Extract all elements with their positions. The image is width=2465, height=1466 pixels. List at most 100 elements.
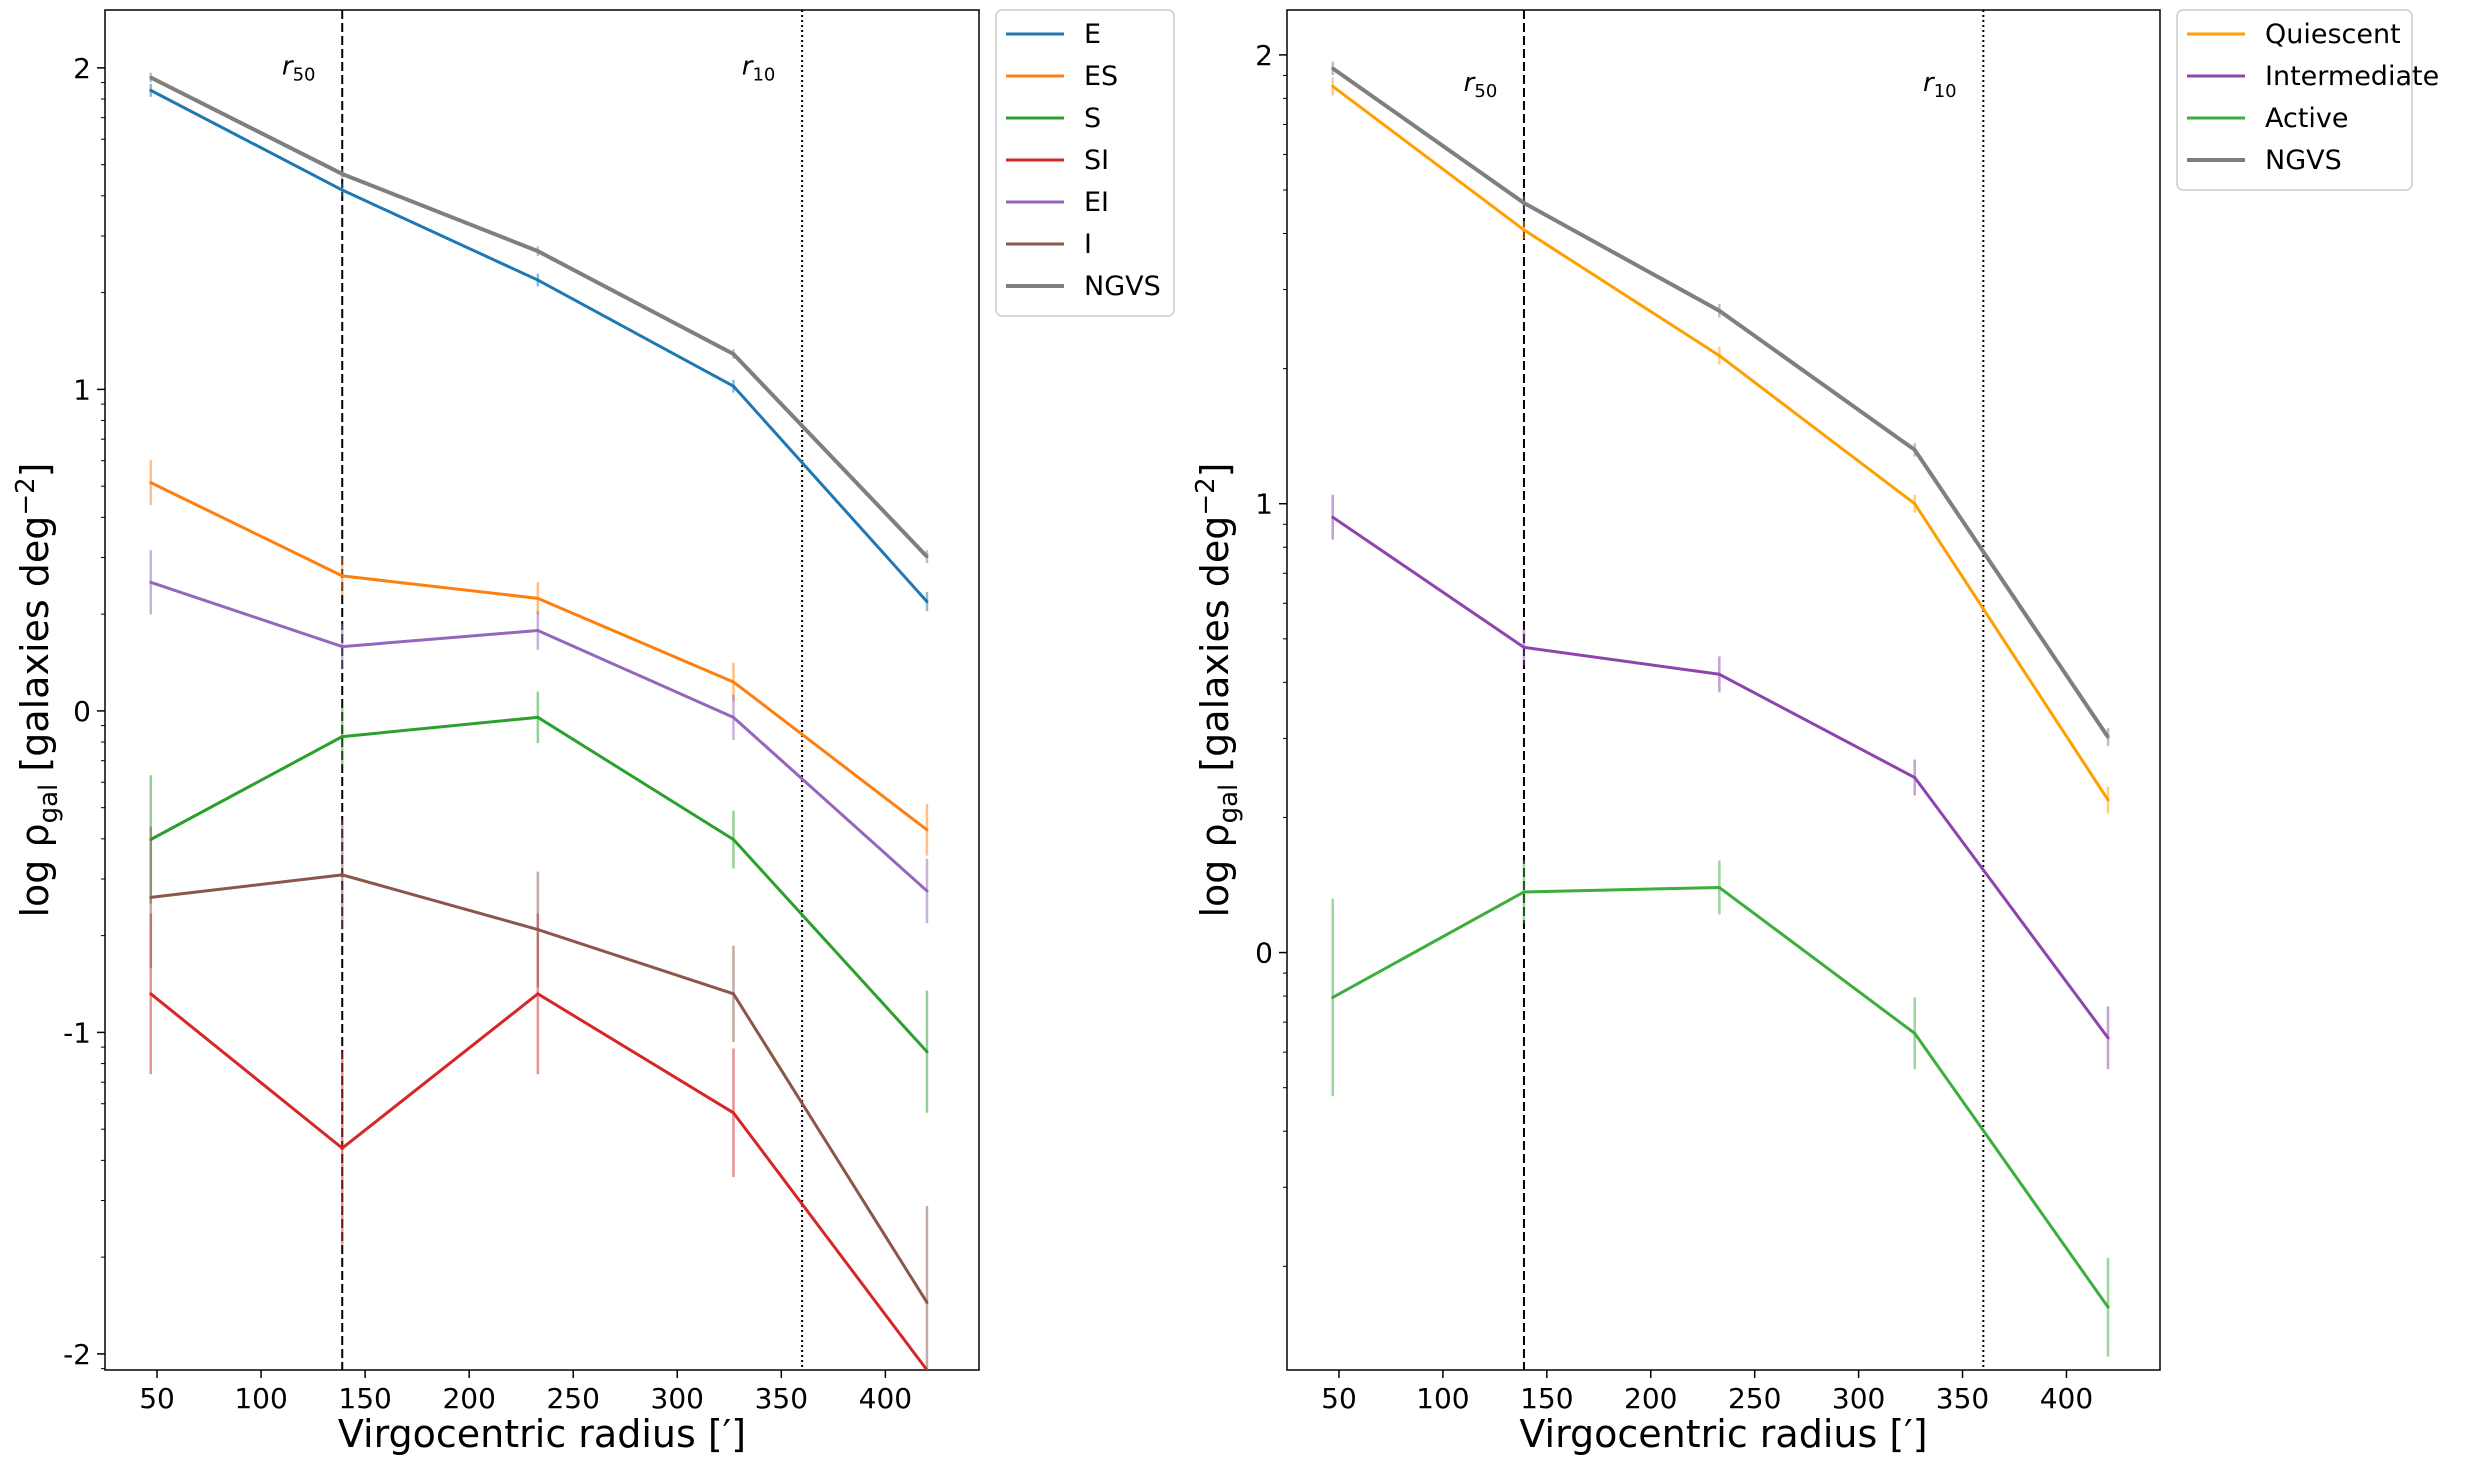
data-point [1717,309,1721,313]
legend-label: NGVS [2265,145,2342,176]
series-ngvs [149,72,929,564]
data-point [536,596,540,600]
legend-label: EI [1084,187,1109,218]
data-point [925,828,929,832]
series-s [149,691,929,1113]
data-point [149,895,153,899]
data-point [536,928,540,932]
data-point [340,574,344,578]
data-point [2106,1305,2110,1309]
data-point [536,715,540,719]
axes-frame [104,9,980,1371]
data-point [149,88,153,92]
x-tick-label: 300 [1832,1382,1885,1415]
data-point [925,889,929,893]
data-point [340,188,344,192]
series-intermediate [1331,494,2110,1070]
data-point [536,278,540,282]
x-tick-label: 150 [1520,1382,1573,1415]
x-tick-label: 250 [546,1382,599,1415]
data-point [731,352,735,356]
data-point [149,992,153,996]
legend: E ES S SI EI I NGVS [995,9,1175,317]
x-tick-label: 150 [338,1382,391,1415]
legend-box [995,9,1175,317]
reference-line-label: r50 [1464,68,1498,102]
data-point [731,1111,735,1115]
data-point [149,76,153,80]
data-point [536,992,540,996]
y-tick-label: -1 [63,1016,91,1049]
x-tick-label: 350 [1936,1382,1989,1415]
data-point [1522,890,1526,894]
data-point [536,249,540,253]
y-tick-label: 1 [1255,488,1273,521]
reference-line-label: r10 [1923,68,1957,102]
data-point [925,555,929,559]
legend-label: ES [1084,61,1118,92]
series-es [149,460,929,856]
legend: Quiescent Intermediate Active NGVS [2176,9,2439,191]
data-point [925,1300,929,1304]
data-point [2106,735,2110,739]
x-tick-label: 350 [755,1382,808,1415]
data-point [1717,885,1721,889]
legend-label: Intermediate [2265,61,2439,92]
data-point [925,600,929,604]
legend-box [2176,9,2413,191]
x-tick-label: 300 [651,1382,704,1415]
y-tick-label: -2 [63,1338,91,1371]
legend-label: S [1084,103,1101,134]
legend-label: E [1084,19,1101,50]
data-point [1913,1031,1917,1035]
data-point [536,629,540,633]
data-point [731,838,735,842]
data-point [731,715,735,719]
x-tick-label: 200 [1624,1382,1677,1415]
series-quiescent [1331,77,2110,814]
y-axis-label: log ρgal [galaxies deg−2] [11,462,64,917]
x-axis-label: Virgocentric radius [′] [1519,1412,1927,1456]
series-e [149,83,929,612]
data-point [1913,448,1917,452]
data-point [731,680,735,684]
data-point [340,735,344,739]
data-point [1522,201,1526,205]
data-point [1717,672,1721,676]
y-axis-label: log ρgal [galaxies deg−2] [1191,462,1244,917]
x-tick-label: 200 [442,1382,495,1415]
reference-line-label: r50 [282,51,316,85]
data-point [340,645,344,649]
x-tick-label: 100 [234,1382,287,1415]
data-point [1913,776,1917,780]
data-point [1717,354,1721,358]
legend-label: NGVS [1084,271,1161,302]
data-point [149,580,153,584]
x-tick-label: 100 [1416,1382,1469,1415]
series-ei [149,550,929,924]
series-i [149,820,929,1370]
left-panel: 50 100 150 200 250 300 350 400 -2 -1 0 1 2 Virgocentr… [11,9,1175,1456]
y-tick-label: 2 [1255,39,1273,72]
legend-label: Quiescent [2265,19,2401,50]
data-point [1331,515,1335,519]
data-point [731,384,735,388]
data-point [1331,66,1335,70]
series-ngvs [1331,61,2110,747]
data-point [1522,645,1526,649]
y-tick-label: 2 [73,52,91,85]
data-area [1331,61,2110,1357]
y-tick-label: 1 [73,373,91,406]
x-axis-label: Virgocentric radius [′] [338,1412,746,1456]
data-point [149,481,153,485]
data-point [1522,228,1526,232]
data-point [1331,84,1335,88]
data-point [340,172,344,176]
legend-label: Active [2265,103,2349,134]
data-point [1913,502,1917,506]
x-tick-label: 50 [1321,1382,1357,1415]
reference-line-label: r10 [742,51,776,85]
data-point [2106,798,2110,802]
x-tick-label: 250 [1728,1382,1781,1415]
